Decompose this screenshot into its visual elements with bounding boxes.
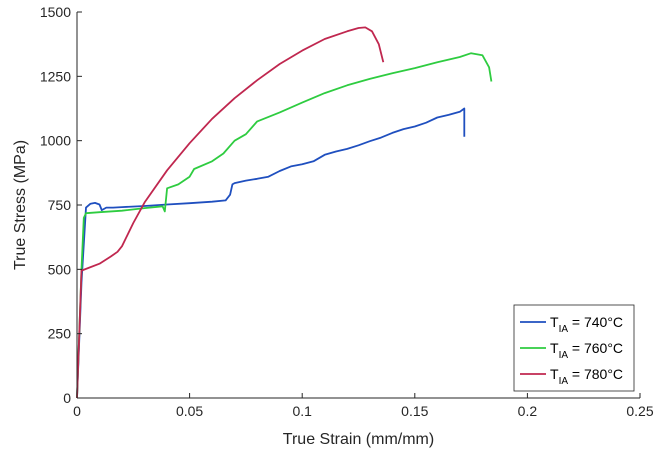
legend-label-main: T bbox=[550, 340, 559, 356]
y-tick-label: 1250 bbox=[40, 68, 71, 84]
x-tick-label: 0.25 bbox=[626, 403, 653, 419]
y-axis-title: True Stress (MPa) bbox=[12, 140, 29, 270]
legend-label-0: TIA = 740°C bbox=[550, 314, 623, 335]
y-tick-label: 0 bbox=[63, 390, 71, 406]
legend-label-subscript: IA bbox=[559, 324, 569, 335]
legend-label-subscript: IA bbox=[559, 350, 569, 361]
x-tick-label: 0 bbox=[73, 403, 81, 419]
x-tick-label: 0.2 bbox=[518, 403, 538, 419]
legend-label-subscript: IA bbox=[559, 376, 569, 387]
x-axis-title: True Strain (mm/mm) bbox=[283, 431, 434, 448]
x-tick-label: 0.15 bbox=[401, 403, 428, 419]
series-line-2 bbox=[76, 26, 385, 399]
x-tick-label: 0.1 bbox=[292, 403, 312, 419]
series-line-1 bbox=[76, 52, 493, 399]
x-tick-label: 0.05 bbox=[176, 403, 203, 419]
legend-label-rest: = 740°C bbox=[568, 314, 623, 330]
legend-label-1: TIA = 760°C bbox=[550, 340, 623, 361]
legend-label-rest: = 780°C bbox=[568, 366, 623, 382]
legend-label-2: TIA = 780°C bbox=[550, 366, 623, 387]
series-layer bbox=[76, 26, 493, 399]
y-tick-label: 500 bbox=[48, 261, 72, 277]
y-tick-label: 1500 bbox=[40, 4, 71, 20]
y-tick-label: 750 bbox=[48, 197, 72, 213]
y-ticks: 0 250 500 750 1000 1250 1500 bbox=[40, 4, 82, 406]
series-line-0 bbox=[76, 107, 466, 399]
y-tick-label: 1000 bbox=[40, 133, 71, 149]
legend-label-main: T bbox=[550, 314, 559, 330]
legend-label-rest: = 760°C bbox=[568, 340, 623, 356]
legend-label-main: T bbox=[550, 366, 559, 382]
x-ticks: 0 0.05 0.1 0.15 0.2 0.25 bbox=[73, 393, 654, 419]
y-tick-label: 250 bbox=[48, 326, 72, 342]
